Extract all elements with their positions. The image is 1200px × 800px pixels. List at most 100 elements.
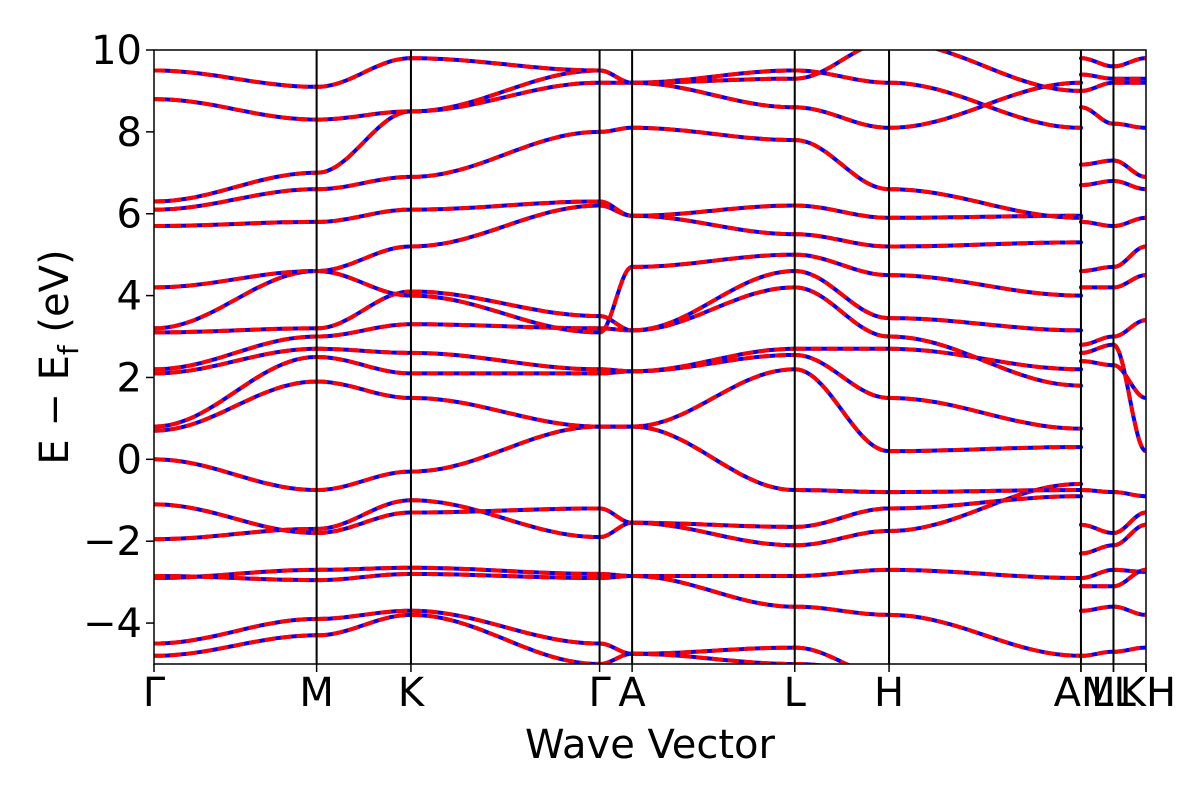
plot-frame	[153, 49, 1147, 665]
band-line-overlay	[154, 219, 317, 228]
band-line-overlay	[632, 76, 795, 85]
band-line-overlay	[1113, 363, 1146, 400]
band-line-overlay	[316, 510, 411, 535]
y-tick-label: −2	[83, 519, 142, 565]
band-line-overlay	[1081, 567, 1114, 580]
band-line-primary	[314, 565, 413, 572]
band-line-overlay	[154, 502, 317, 535]
band-line-overlay	[599, 369, 633, 376]
band-line-overlay	[1081, 219, 1114, 228]
x-tick-label: Γ	[588, 670, 611, 716]
band-line-primary	[408, 395, 602, 429]
band-line-overlay	[410, 293, 600, 335]
x-tick-label: L	[1113, 670, 1136, 716]
band-line-overlay	[889, 494, 1081, 511]
band-line-overlay	[889, 273, 1082, 298]
band-line-overlay	[1112, 342, 1146, 454]
band-line-overlay	[632, 346, 795, 374]
band-line-overlay	[1113, 604, 1146, 617]
band-line-overlay	[794, 645, 851, 664]
band-line-overlay	[154, 187, 317, 212]
band-line-overlay	[1113, 179, 1146, 192]
band-line-overlay	[1113, 158, 1146, 179]
band-line-overlay	[794, 269, 890, 321]
band-line-overlay	[410, 498, 600, 540]
band-line-overlay	[889, 80, 1082, 130]
y-tick-label: −4	[83, 601, 142, 647]
x-tick-label: L	[784, 670, 807, 716]
band-line-primary	[792, 232, 892, 249]
band-line-overlay	[1081, 488, 1114, 495]
band-line-overlay	[154, 617, 317, 646]
y-tick-label: 2	[117, 355, 142, 401]
x-axis-ticks: Γ M K Γ A L H A ML LK H	[143, 664, 1176, 716]
band-line-overlay	[410, 129, 600, 179]
band-line-primary	[792, 488, 892, 495]
band-line-overlay	[1113, 318, 1146, 339]
band-line-primary	[887, 488, 1083, 495]
band-line-overlay	[316, 244, 411, 273]
band-line-overlay	[889, 334, 1082, 388]
y-axis-title-subscript: f	[52, 344, 85, 355]
band-line-overlay	[154, 574, 317, 583]
band-line-overlay	[599, 574, 633, 580]
band-line-overlay	[794, 353, 890, 400]
band-line-overlay	[410, 203, 600, 249]
band-line-overlay	[1080, 105, 1114, 126]
band-line-overlay	[410, 608, 600, 646]
band-line-overlay	[154, 633, 317, 658]
x-tick-label: K	[398, 670, 426, 716]
band-line-overlay	[889, 316, 1082, 333]
band-line-overlay	[889, 567, 1081, 580]
band-line-overlay	[632, 252, 795, 269]
band-line-overlay	[632, 125, 795, 143]
band-line-overlay	[154, 326, 317, 335]
y-axis-title-main: E − E	[32, 355, 78, 465]
y-tick-label: 6	[117, 192, 142, 238]
band-line-overlay	[794, 285, 890, 339]
band-line-overlay	[632, 203, 795, 218]
y-axis-title: E − Ef (eV)	[32, 249, 85, 464]
band-line-overlay	[632, 269, 795, 333]
band-line-overlay	[1081, 72, 1114, 81]
band-line-overlay	[599, 125, 633, 134]
band-line-overlay	[1081, 342, 1114, 355]
band-line-primary	[408, 199, 602, 212]
x-tick-label: L	[1091, 670, 1114, 716]
band-line-primary	[314, 322, 413, 339]
band-line-overlay	[889, 481, 1082, 533]
x-tick-label: A	[1054, 670, 1082, 716]
band-line-overlay	[1081, 359, 1114, 368]
band-line-primary	[408, 571, 602, 580]
y-tick-label: 0	[117, 437, 142, 483]
y-axis-ticks: 10 8 6 4 2 0 −2 −4	[83, 28, 154, 647]
x-tick-label: H	[1146, 670, 1176, 716]
band-line-overlay	[599, 367, 633, 374]
x-axis-title: Wave Vector	[525, 722, 776, 768]
band-line-overlay	[1081, 334, 1114, 347]
band-line-primary	[792, 604, 892, 617]
band-line-overlay	[154, 355, 317, 429]
band-line-primary	[887, 445, 1083, 454]
band-line-primary	[889, 672, 1081, 697]
band-line-overlay	[1081, 158, 1114, 167]
band-line-primary	[408, 506, 602, 515]
band-line-overlay	[599, 506, 633, 525]
band-line-overlay	[1081, 649, 1114, 658]
band-line-overlay	[154, 97, 317, 122]
y-axis-title-unit: (eV)	[32, 249, 78, 345]
band-line-overlay	[1113, 522, 1146, 548]
band-line-overlay	[794, 367, 890, 454]
band-line-overlay	[889, 672, 1081, 697]
band-line-primary	[314, 571, 413, 583]
band-line-overlay	[410, 424, 600, 474]
band-line-primary	[408, 289, 602, 319]
band-line-overlay	[1080, 522, 1114, 535]
band-line-primary	[792, 203, 892, 220]
band-line-primary	[314, 109, 413, 122]
band-line-overlay	[632, 285, 795, 333]
band-line-overlay	[599, 199, 633, 218]
band-line-overlay	[632, 645, 795, 656]
x-tick-label: M	[299, 670, 334, 716]
